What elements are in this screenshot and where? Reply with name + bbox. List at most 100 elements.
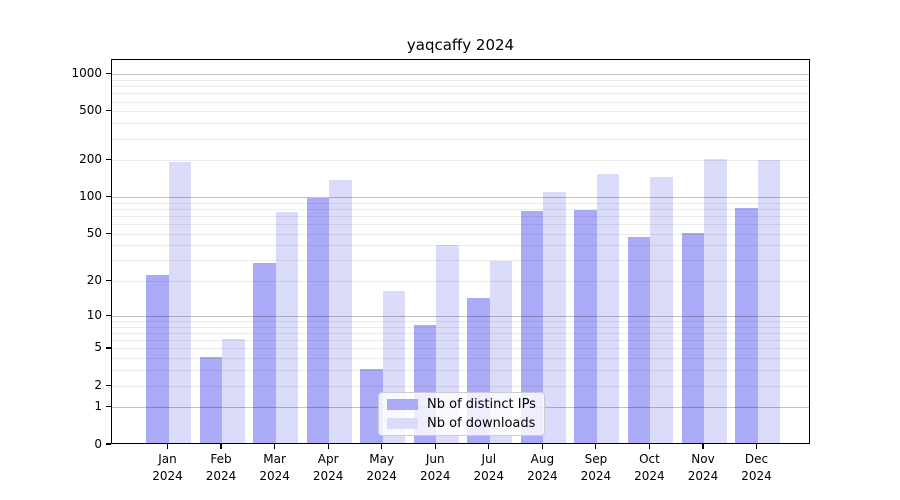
x-tick-month: Nov (691, 452, 715, 466)
y-tick-label: 1 (94, 399, 102, 414)
bar-nb-of-downloads-dec (757, 160, 781, 443)
x-tick-label-feb: Feb 2024 (189, 451, 253, 485)
y-tick-label: 1000 (71, 66, 102, 81)
x-tick-year: 2024 (259, 469, 290, 483)
bar-nb-of-downloads-sep (596, 174, 620, 443)
x-tick-month: Jul (481, 452, 497, 466)
legend: Nb of distinct IPs Nb of downloads (378, 392, 545, 436)
x-tick-year: 2024 (366, 469, 397, 483)
bar-nb-of-downloads-oct (650, 177, 673, 443)
y-tick-mark (106, 406, 111, 408)
y-tick-mark (106, 347, 111, 349)
x-tick-month: Mar (263, 452, 286, 466)
legend-item-downloads: Nb of downloads (387, 416, 536, 431)
legend-label-distinct-ips: Nb of distinct IPs (427, 397, 536, 412)
x-tick-label-mar: Mar 2024 (243, 451, 307, 485)
x-tick-mark (381, 444, 383, 449)
bar-nb-of-downloads-apr (329, 179, 352, 443)
x-tick-year: 2024 (580, 469, 612, 483)
x-tick-mark (648, 444, 651, 449)
x-tick-mark (595, 444, 597, 449)
x-tick-mark (702, 444, 704, 449)
y-tick-label: 200 (79, 152, 102, 167)
y-tick-label: 100 (79, 189, 102, 204)
x-tick-mark (755, 444, 758, 449)
x-tick-label-sep: Sep 2024 (564, 451, 628, 485)
x-tick-label-jul: Jul 2024 (457, 451, 521, 485)
bar-nb-of-distinct-ips-mar (253, 262, 276, 443)
y-tick-mark (106, 443, 111, 445)
x-tick-year: 2024 (473, 469, 505, 483)
y-tick-mark (106, 159, 111, 161)
x-tick-label-dec: Dec 2024 (725, 451, 789, 485)
bar-nb-of-downloads-nov (704, 158, 727, 443)
downloads-swatch-icon (387, 418, 418, 429)
x-tick-year: 2024 (527, 469, 558, 483)
y-tick-mark (106, 110, 111, 112)
x-tick-month: Apr (317, 452, 339, 466)
bar-nb-of-distinct-ips-nov (681, 233, 704, 443)
y-tick-label: 10 (86, 307, 102, 322)
y-tick-mark (106, 196, 111, 198)
x-tick-mark (327, 444, 329, 449)
x-tick-month: May (369, 452, 395, 466)
x-tick-label-jun: Jun 2024 (403, 451, 467, 485)
x-tick-month: Dec (744, 452, 769, 466)
y-tick-label: 20 (86, 273, 102, 288)
y-tick-mark (106, 280, 111, 282)
bar-nb-of-downloads-jan (168, 161, 191, 443)
y-tick-mark (106, 232, 111, 234)
bar-nb-of-downloads-feb (222, 338, 245, 443)
x-tick-month: Feb (210, 452, 232, 466)
x-tick-year: 2024 (634, 469, 665, 483)
y-tick-mark (106, 384, 111, 386)
legend-label-downloads: Nb of downloads (427, 416, 536, 431)
x-tick-mark (434, 444, 436, 449)
x-tick-month: Jun (425, 452, 445, 466)
bar-nb-of-distinct-ips-sep (574, 209, 597, 443)
plot-area (111, 59, 810, 444)
x-tick-label-oct: Oct 2024 (617, 451, 681, 485)
x-tick-month: Oct (639, 452, 660, 466)
x-tick-mark (166, 444, 169, 449)
bar-nb-of-downloads-mar (275, 211, 299, 443)
x-tick-year: 2024 (205, 469, 237, 483)
bar-nb-of-distinct-ips-apr (306, 198, 330, 443)
bar-nb-of-downloads-aug (543, 191, 566, 443)
x-tick-label-jan: Jan 2024 (136, 451, 200, 485)
x-tick-mark (488, 444, 490, 449)
x-tick-mark (220, 444, 222, 449)
bar-nb-of-distinct-ips-may (360, 368, 383, 443)
distinct-ips-swatch-icon (387, 399, 418, 410)
y-tick-mark (106, 314, 111, 317)
x-tick-month: Sep (584, 452, 608, 466)
y-tick-label: 5 (94, 340, 102, 355)
x-tick-mark (541, 444, 543, 449)
y-tick-label: 500 (79, 103, 102, 118)
x-tick-month: Aug (530, 452, 555, 466)
legend-item-distinct-ips: Nb of distinct IPs (387, 397, 536, 412)
x-tick-label-apr: Apr 2024 (296, 451, 360, 485)
x-tick-year: 2024 (741, 469, 772, 483)
bars-layer (112, 60, 809, 443)
x-tick-year: 2024 (419, 469, 451, 483)
y-tick-mark (106, 73, 111, 75)
bar-nb-of-distinct-ips-jan (146, 274, 169, 443)
y-tick-label: 0 (94, 436, 102, 451)
x-tick-year: 2024 (152, 469, 183, 483)
x-tick-year: 2024 (687, 469, 719, 483)
bar-nb-of-distinct-ips-feb (199, 356, 223, 443)
x-tick-label-may: May 2024 (350, 451, 414, 485)
y-tick-label: 50 (86, 225, 102, 240)
bar-nb-of-distinct-ips-aug (520, 210, 544, 443)
chart-title: yaqcaffy 2024 (406, 36, 515, 54)
x-tick-year: 2024 (312, 469, 344, 483)
y-tick-label: 2 (94, 377, 102, 392)
x-tick-label-aug: Aug 2024 (510, 451, 574, 485)
bar-nb-of-distinct-ips-dec (735, 208, 758, 443)
x-tick-label-nov: Nov 2024 (671, 451, 735, 485)
x-tick-mark (274, 444, 276, 449)
x-tick-month: Jan (158, 452, 177, 466)
bar-nb-of-distinct-ips-oct (627, 236, 651, 443)
